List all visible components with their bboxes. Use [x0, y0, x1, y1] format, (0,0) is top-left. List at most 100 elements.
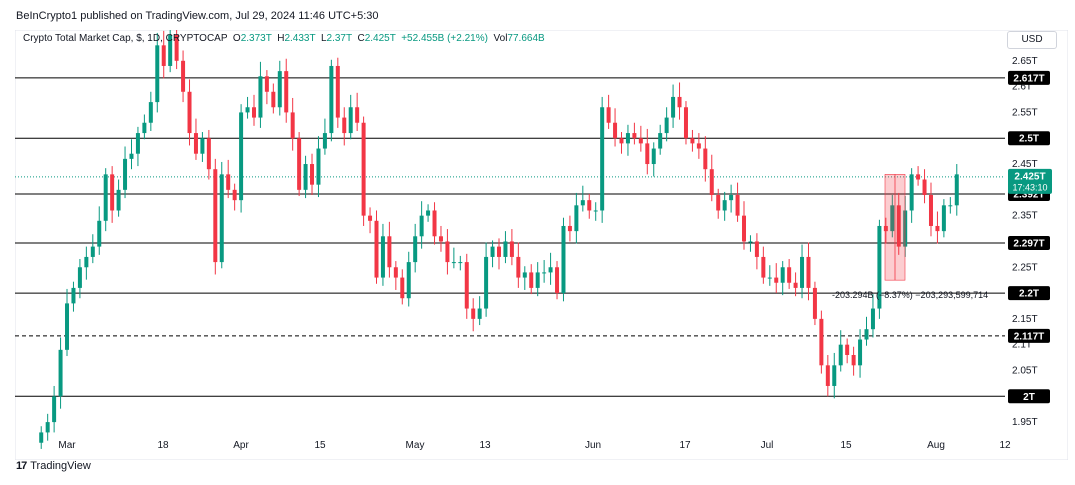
candle	[535, 262, 540, 297]
candle-body	[258, 76, 263, 118]
candle-body	[516, 256, 521, 278]
legend-vol-label: Vol	[493, 33, 508, 44]
candle	[503, 231, 508, 264]
candle-body	[606, 107, 611, 123]
x-tick-label: 13	[479, 440, 491, 451]
candle-body	[722, 200, 727, 211]
candle	[941, 199, 946, 238]
candle	[116, 179, 121, 217]
candle-body	[187, 91, 192, 134]
legend-close: 2.425T	[364, 33, 396, 44]
candle	[393, 261, 398, 290]
candle-body	[800, 256, 805, 288]
candle	[638, 125, 643, 152]
candle	[45, 413, 50, 441]
candle-body	[742, 215, 747, 242]
candle	[780, 261, 785, 296]
candle	[593, 202, 598, 221]
candle	[477, 296, 482, 326]
candle	[742, 201, 747, 250]
time-axis[interactable]: Mar 18 Apr 15 May 13 Jun 17 Jul 15 Aug 12	[58, 440, 1011, 451]
candle-body	[735, 195, 740, 216]
candle	[754, 233, 759, 270]
candle-body	[574, 205, 579, 232]
candle-body	[316, 148, 321, 185]
candle	[722, 191, 727, 221]
candle	[800, 244, 805, 299]
candle	[245, 96, 250, 119]
candle	[277, 60, 282, 116]
candle	[497, 238, 501, 270]
candle-body	[232, 189, 237, 201]
candle	[548, 252, 553, 285]
candle	[928, 182, 933, 237]
candle-body	[600, 107, 605, 211]
candle-body	[664, 117, 669, 134]
candle-body	[419, 215, 424, 237]
x-tick-label: Jul	[761, 440, 774, 451]
candle	[342, 107, 347, 146]
candle	[148, 91, 153, 131]
candle-body	[535, 272, 540, 288]
candle	[574, 192, 579, 244]
tradingview-brand[interactable]: 17 TradingView	[16, 460, 91, 472]
candle	[787, 259, 792, 289]
candle-body	[110, 174, 115, 211]
candle	[200, 132, 205, 162]
candle	[516, 242, 521, 288]
candle	[954, 164, 959, 216]
candle	[619, 132, 624, 154]
candle-body	[490, 246, 495, 257]
candle-body	[123, 158, 128, 190]
candle-body	[355, 107, 360, 123]
level-price-tag-text: 2.617T	[1013, 73, 1044, 84]
currency-button[interactable]: USD	[1007, 31, 1057, 49]
x-tick-label: 17	[679, 440, 691, 451]
candle-body	[671, 96, 676, 118]
candle-body	[84, 256, 89, 268]
y-tick-label: 2.05T	[1012, 365, 1038, 376]
candle	[606, 94, 611, 129]
candle-body	[155, 45, 160, 103]
legend-close-label: C	[357, 33, 365, 44]
candle-body	[77, 267, 82, 288]
price-axis[interactable]: 1.95T 2.05T 2.1T 2.15T 2.25T 2.35T 2.45T 2.55T 2…	[1012, 56, 1038, 428]
candle-body	[542, 272, 547, 274]
candle-body	[168, 35, 173, 66]
candle-body	[555, 267, 560, 294]
candle	[77, 259, 82, 299]
candle	[909, 168, 914, 223]
candle	[587, 193, 592, 219]
candle-body	[426, 210, 431, 216]
candle	[316, 136, 321, 198]
candle-body	[284, 71, 289, 113]
candle-body	[954, 174, 959, 206]
candle	[193, 118, 198, 160]
candlestick-chart[interactable]: -203.294B (−8.37%) −203,293,599,714 1.95…	[15, 30, 1068, 460]
legend-symbol[interactable]: Crypto Total Market Cap, $, 1D, CRYPTOCA…	[23, 33, 228, 44]
candle	[542, 260, 547, 283]
candle-body	[567, 225, 572, 232]
candle-body	[445, 241, 450, 263]
candle-body	[342, 117, 347, 134]
candle	[451, 247, 456, 269]
candle	[219, 161, 224, 269]
candle	[484, 242, 489, 317]
legend-vol: 77.664B	[507, 33, 545, 44]
candle-body	[832, 365, 837, 386]
candle-body	[548, 267, 553, 273]
candle	[400, 269, 405, 305]
candle-body	[310, 164, 315, 185]
candle-body	[71, 287, 76, 304]
publish-caption: BeInCrypto1 published on TradingView.com…	[16, 10, 379, 22]
candle	[129, 139, 134, 170]
legend-open: 2.373T	[240, 33, 272, 44]
candle	[825, 355, 830, 397]
candle	[110, 166, 115, 223]
candle-body	[522, 272, 527, 278]
candle-body	[129, 153, 134, 159]
candle	[651, 142, 656, 177]
x-tick-label: Apr	[233, 440, 249, 451]
candle	[735, 182, 740, 222]
candle-body	[277, 71, 282, 108]
